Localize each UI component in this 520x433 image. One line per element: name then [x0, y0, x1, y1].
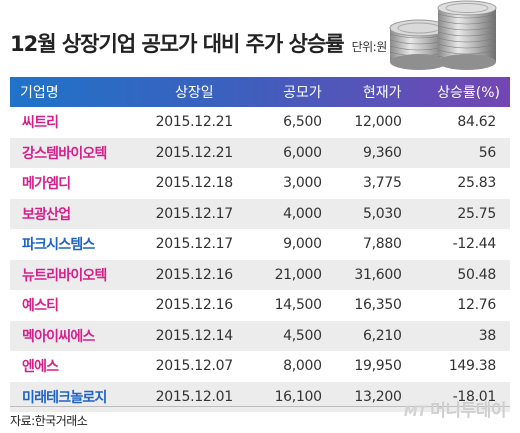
company-name: 강스템바이오텍	[22, 145, 107, 162]
col-company: 기업명	[20, 85, 59, 101]
current-price: 13,200	[354, 388, 402, 405]
ipo-price: 16,100	[274, 388, 322, 405]
listing-date: 2015.12.07	[155, 358, 233, 375]
table-row: 강스템바이오텍 2015.12.21 6,000 9,360 56	[10, 137, 510, 168]
ipo-price: 6,500	[283, 114, 322, 131]
table-row: 뉴트리바이오텍 2015.12.16 21,000 31,600 50.48	[10, 259, 510, 290]
table-row: 보광산업 2015.12.17 4,000 5,030 25.75	[10, 198, 510, 229]
ipo-price: 14,500	[274, 297, 322, 314]
ipo-price: 6,000	[283, 144, 322, 161]
source-note: 자료:한국거래소	[10, 414, 88, 428]
table-row: 엔에스 2015.12.07 8,000 19,950 149.38	[10, 351, 510, 382]
change-rate: -12.44	[452, 236, 497, 253]
change-rate: 38	[478, 327, 497, 344]
listing-date: 2015.12.18	[155, 175, 233, 192]
listing-date: 2015.12.21	[155, 114, 233, 131]
ipo-price: 4,500	[283, 327, 322, 344]
company-name: 멕아이씨에스	[22, 328, 95, 345]
current-price: 16,350	[354, 297, 402, 314]
company-name: 씨트리	[22, 115, 59, 132]
company-name: 파크시스템스	[22, 237, 95, 254]
ipo-price: 9,000	[283, 236, 322, 253]
listing-date: 2015.12.16	[155, 297, 233, 314]
change-rate: 50.48	[457, 266, 496, 283]
current-price: 6,210	[362, 327, 402, 344]
current-price: 3,775	[362, 175, 402, 192]
table-row: 파크시스템스 2015.12.17 9,000 7,880 -12.44	[10, 229, 510, 260]
divider	[10, 406, 510, 407]
listing-date: 2015.12.21	[155, 144, 233, 161]
change-rate: 25.75	[457, 205, 496, 222]
coin-stack-icon	[389, 0, 497, 70]
brand-name: 머니투데이	[430, 401, 506, 421]
change-rate: 84.62	[457, 114, 496, 131]
col-change-rate: 상승률(%)	[437, 85, 500, 101]
change-rate: 149.38	[448, 358, 496, 375]
ipo-price: 21,000	[274, 266, 322, 283]
company-name: 뉴트리바이오텍	[22, 267, 107, 284]
company-name: 예스티	[22, 298, 59, 315]
ipo-price: 8,000	[283, 358, 322, 375]
current-price: 12,000	[354, 114, 402, 131]
table-body: 씨트리 2015.12.21 6,500 12,000 84.62 강스템바이오텍 2015…	[10, 107, 510, 412]
listing-date: 2015.12.01	[155, 388, 233, 405]
change-rate: 12.76	[457, 297, 496, 314]
current-price: 9,360	[362, 144, 402, 161]
col-ipo-price: 공모가	[283, 85, 322, 101]
listing-date: 2015.12.17	[155, 205, 233, 222]
table-row: 메가엠디 2015.12.18 3,000 3,775 25.83	[10, 168, 510, 199]
title-row: 12월 상장기업 공모가 대비 주가 상승률 단위:원	[10, 28, 387, 68]
company-name: 메가엠디	[22, 176, 71, 193]
company-name: 미래테크놀로지	[22, 389, 107, 406]
ipo-price: 4,000	[283, 205, 322, 222]
change-rate: 56	[478, 144, 497, 161]
page-title: 12월 상장기업 공모가 대비 주가 상승률	[10, 32, 345, 56]
current-price: 31,600	[354, 266, 402, 283]
current-price: 19,950	[354, 358, 402, 375]
ipo-table: 기업명 상장일 공모가 현재가 상승률(%) 씨트리 2015.12.21 6,50…	[10, 77, 510, 412]
change-rate: 25.83	[457, 175, 496, 192]
company-name: 엔에스	[22, 359, 59, 376]
current-price: 7,880	[362, 236, 402, 253]
listing-date: 2015.12.16	[155, 266, 233, 283]
listing-date: 2015.12.17	[155, 236, 233, 253]
table-row: 예스티 2015.12.16 14,500 16,350 12.76	[10, 290, 510, 321]
unit-label: 단위:원	[351, 40, 388, 54]
col-listing-date: 상장일	[174, 85, 214, 101]
table-header-row: 기업명 상장일 공모가 현재가 상승률(%)	[10, 77, 510, 107]
brand-mark: MT	[403, 404, 427, 420]
col-current-price: 현재가	[362, 85, 402, 101]
listing-date: 2015.12.14	[155, 327, 233, 344]
brand-logo: MT 머니투데이	[403, 396, 507, 421]
table-row: 씨트리 2015.12.21 6,500 12,000 84.62	[10, 107, 510, 138]
current-price: 5,030	[362, 205, 402, 222]
table-row: 멕아이씨에스 2015.12.14 4,500 6,210 38	[10, 320, 510, 351]
change-rate: -18.01	[452, 388, 497, 405]
company-name: 보광산업	[22, 206, 71, 223]
ipo-price: 3,000	[283, 175, 322, 192]
